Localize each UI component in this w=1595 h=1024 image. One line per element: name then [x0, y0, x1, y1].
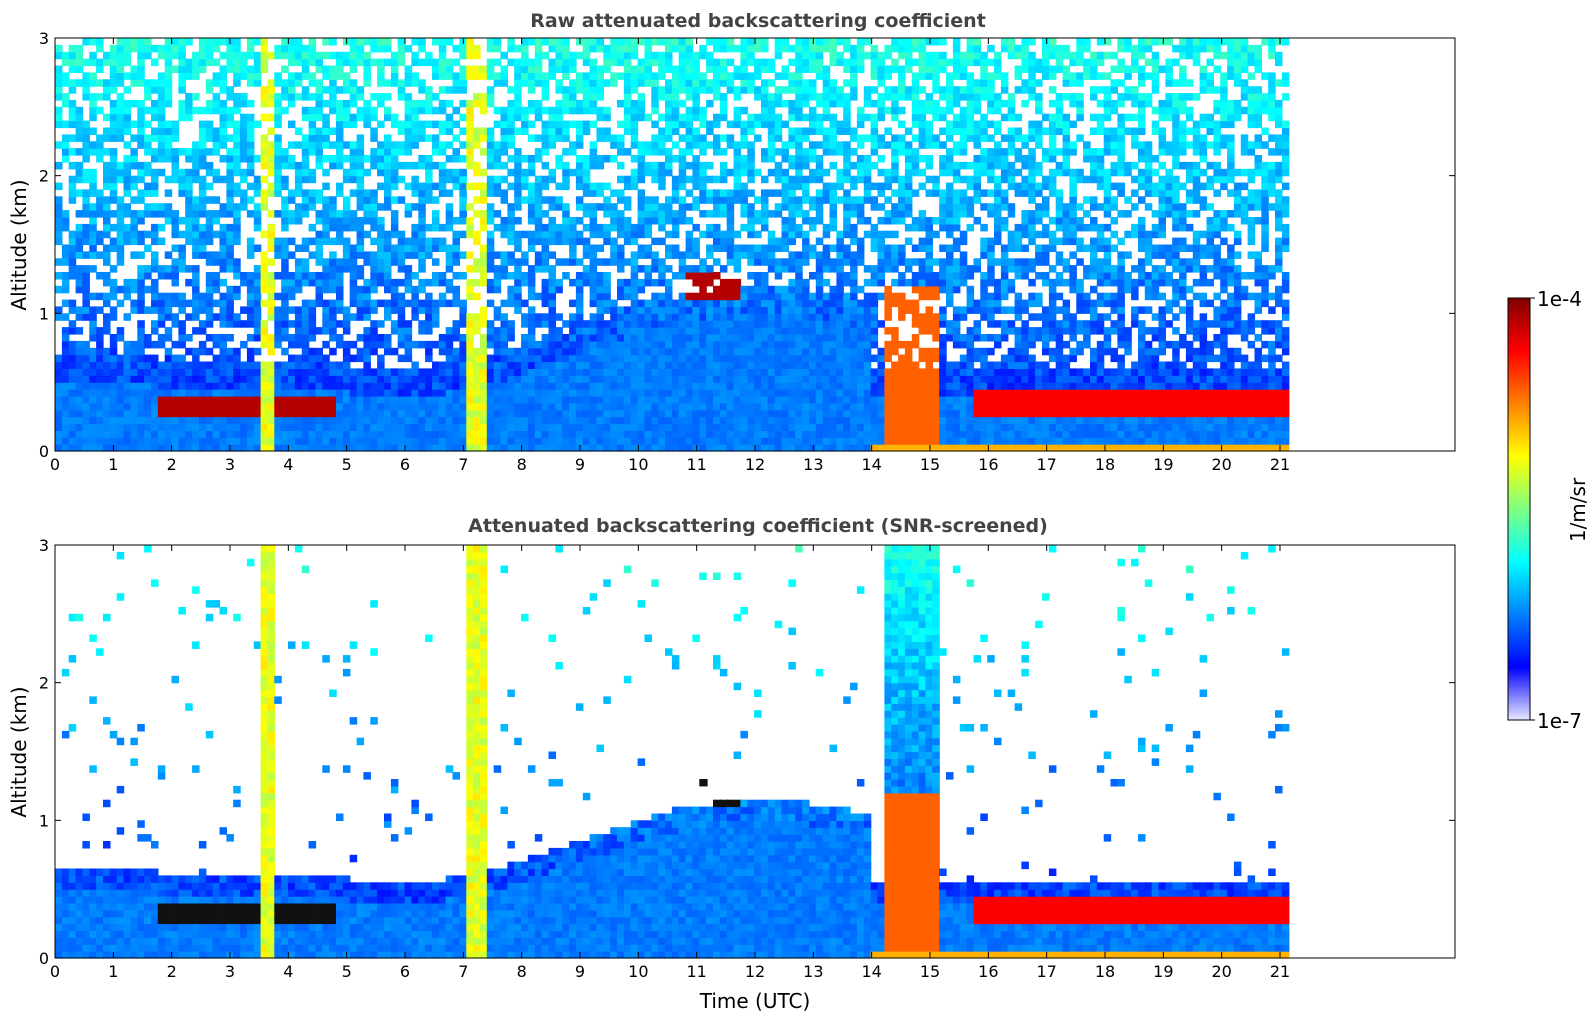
x-tick-label: 12 — [745, 962, 765, 981]
x-tick-label: 17 — [1036, 962, 1056, 981]
x-tick-label: 9 — [575, 455, 585, 474]
x-tick-label: 7 — [458, 962, 468, 981]
x-tick-label: 15 — [920, 455, 940, 474]
x-tick-label: 2 — [167, 962, 177, 981]
x-tick-label: 5 — [342, 455, 352, 474]
panel2-title: Attenuated backscattering coefficient (S… — [468, 515, 1048, 537]
x-tick-label: 4 — [283, 962, 293, 981]
panel1-title: Raw attenuated backscattering coefficien… — [530, 10, 986, 32]
x-tick-label: 13 — [803, 962, 823, 981]
x-tick-label: 1 — [108, 455, 118, 474]
x-tick-label: 14 — [861, 962, 881, 981]
x-tick-label: 19 — [1153, 455, 1173, 474]
x-tick-label: 16 — [978, 455, 998, 474]
x-tick-label: 8 — [517, 962, 527, 981]
panel1-ylabel: Altitude (km) — [7, 179, 31, 310]
x-tick-label: 6 — [400, 455, 410, 474]
x-tick-label: 17 — [1036, 455, 1056, 474]
x-tick-label: 20 — [1211, 962, 1231, 981]
y-tick-label: 0 — [39, 949, 49, 968]
x-tick-label: 21 — [1270, 455, 1290, 474]
y-tick-label: 2 — [39, 167, 49, 186]
x-tick-label: 18 — [1095, 962, 1115, 981]
x-tick-label: 20 — [1211, 455, 1231, 474]
xlabel: Time (UTC) — [699, 989, 811, 1013]
y-tick-label: 1 — [39, 811, 49, 830]
colorbar-min-label: 1e-7 — [1537, 709, 1582, 733]
x-tick-label: 14 — [861, 455, 881, 474]
x-tick-label: 13 — [803, 455, 823, 474]
x-tick-label: 11 — [686, 962, 706, 981]
x-tick-label: 12 — [745, 455, 765, 474]
x-tick-label: 16 — [978, 962, 998, 981]
y-tick-label: 2 — [39, 674, 49, 693]
x-tick-label: 5 — [342, 962, 352, 981]
x-tick-label: 21 — [1270, 962, 1290, 981]
x-tick-label: 0 — [50, 455, 60, 474]
x-tick-label: 1 — [108, 962, 118, 981]
x-tick-label: 0 — [50, 962, 60, 981]
y-tick-label: 3 — [39, 536, 49, 555]
y-tick-label: 3 — [39, 29, 49, 48]
x-tick-label: 8 — [517, 455, 527, 474]
x-tick-label: 3 — [225, 962, 235, 981]
x-tick-label: 3 — [225, 455, 235, 474]
x-tick-label: 4 — [283, 455, 293, 474]
x-tick-label: 10 — [628, 962, 648, 981]
x-tick-label: 9 — [575, 962, 585, 981]
y-tick-label: 1 — [39, 304, 49, 323]
colorbar-unit-label: 1/m/sr — [1566, 477, 1590, 542]
y-tick-label: 0 — [39, 442, 49, 461]
x-tick-label: 15 — [920, 962, 940, 981]
panel2-ylabel: Altitude (km) — [7, 686, 31, 817]
x-tick-label: 19 — [1153, 962, 1173, 981]
x-tick-label: 11 — [686, 455, 706, 474]
x-tick-label: 18 — [1095, 455, 1115, 474]
x-tick-label: 7 — [458, 455, 468, 474]
x-tick-label: 6 — [400, 962, 410, 981]
panel2-plot — [55, 545, 1289, 959]
colorbar — [1508, 298, 1530, 720]
x-tick-label: 2 — [167, 455, 177, 474]
colorbar-max-label: 1e-4 — [1537, 287, 1582, 311]
x-tick-label: 10 — [628, 455, 648, 474]
panel1-plot — [55, 38, 1289, 452]
